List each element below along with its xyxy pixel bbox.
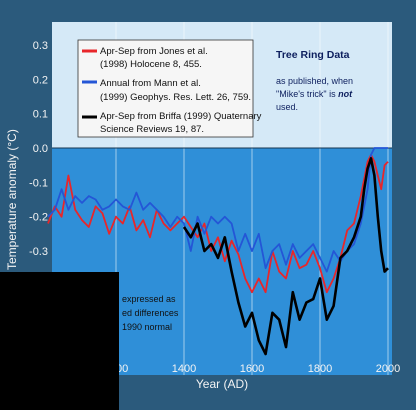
- annotation-line3: used.: [276, 102, 298, 112]
- x-tick-label: 1800: [308, 363, 332, 375]
- legend: Apr-Sep from Jones et al. (1998) Holocen…: [77, 39, 262, 138]
- series-layer: [47, 147, 389, 356]
- lower-note-line2: ed differences: [122, 308, 179, 318]
- legend-label-briffa-line1: Apr-Sep from Briffa (1999) Quaternary: [100, 111, 262, 122]
- annotation-line1: as published, when: [276, 76, 353, 86]
- lower-note-line1: expressed as: [122, 294, 176, 304]
- x-tick-label: 1600: [240, 363, 264, 375]
- y-tick-label: 0.0: [33, 143, 48, 155]
- y-tick-label: 0.1: [33, 109, 48, 121]
- x-tick-label: 2000: [376, 363, 400, 375]
- y-axis-label: Temperature anomaly (°C): [5, 129, 19, 270]
- y-tick-label: -0.3: [29, 246, 48, 258]
- series-line-2: [182, 157, 389, 356]
- y-tick-label: 0.2: [33, 74, 48, 86]
- legend-label-jones-line2: (1998) Holocene 8, 455.: [100, 59, 202, 70]
- y-tick-label: 0.3: [33, 40, 48, 52]
- lower-note-line3: 1990 normal: [122, 322, 172, 332]
- legend-box: [77, 39, 254, 138]
- occluding-rectangle: [0, 272, 119, 410]
- legend-label-jones-line1: Apr-Sep from Jones et al.: [100, 46, 208, 57]
- x-tick-label-partial: 00: [116, 363, 128, 375]
- y-tick-label: -0.2: [29, 212, 48, 224]
- legend-label-mann-line2: (1999) Geophys. Res. Lett. 26, 759.: [100, 92, 251, 103]
- x-tick-label: 1400: [172, 363, 196, 375]
- legend-label-briffa-line2: Science Reviews 19, 87.: [100, 124, 204, 135]
- legend-label-mann-line1: Annual from Mann et al.: [100, 78, 201, 89]
- annotation: Tree Ring Data as published, when "Mike'…: [276, 49, 353, 112]
- lower-note: expressed as ed differences 1990 normal: [122, 294, 179, 332]
- x-axis-label: Year (AD): [196, 377, 248, 391]
- annotation-title: Tree Ring Data: [276, 49, 350, 61]
- annotation-line2: "Mike's trick" is not: [276, 89, 353, 99]
- y-tick-label: -0.1: [29, 177, 48, 189]
- x-axis-ticks: 1400 1600 1800 2000: [172, 363, 400, 375]
- y-axis-ticks: 0.3 0.2 0.1 0.0 -0.1 -0.2 -0.3: [29, 40, 48, 258]
